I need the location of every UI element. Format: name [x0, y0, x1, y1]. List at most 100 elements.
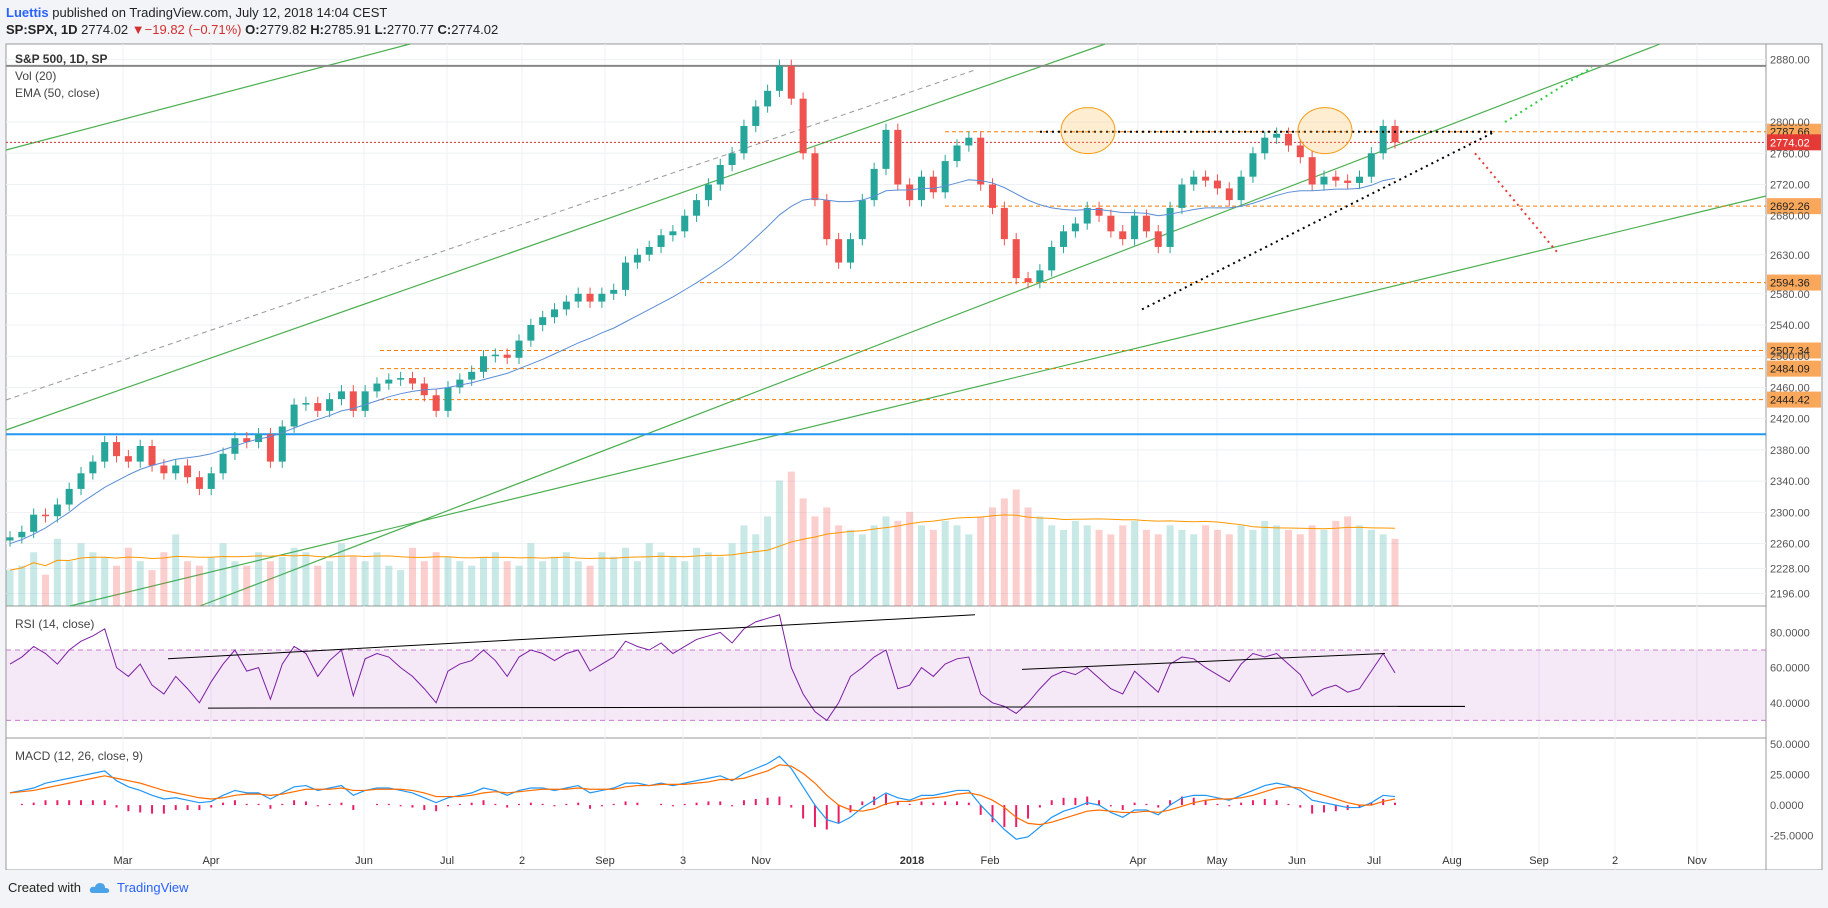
- volume-bar: [349, 556, 357, 606]
- chart-canvas[interactable]: 2787.662774.022692.262594.362507.342484.…: [0, 0, 1828, 870]
- candle-body: [598, 293, 606, 302]
- volume-bar: [1367, 529, 1375, 606]
- volume-bar: [787, 471, 795, 606]
- time-tick-label: 2018: [900, 855, 924, 867]
- macd-hist-bar: [1145, 803, 1148, 806]
- bullish-projection-arrow: [1504, 66, 1593, 123]
- candle-body: [172, 465, 180, 474]
- candle-body: [444, 387, 452, 411]
- volume-bar: [1284, 529, 1292, 606]
- macd-hist-bar: [529, 802, 532, 806]
- macd-hist-bar: [1157, 805, 1160, 808]
- macd-series: [9, 755, 1396, 840]
- macd-hist-bar: [1263, 799, 1266, 806]
- high-label: H:: [310, 22, 324, 37]
- macd-hist-bar: [991, 805, 994, 823]
- macd-tick-label: -25.0000: [1770, 831, 1813, 843]
- volume-bar: [846, 529, 854, 606]
- volume-bar: [195, 565, 203, 606]
- time-tick-label: 2: [519, 855, 525, 867]
- candle-body: [858, 200, 866, 240]
- symbol-label: SP:SPX, 1D: [6, 22, 78, 37]
- open-value: 2779.82: [259, 22, 307, 37]
- macd-hist-bar: [20, 803, 23, 806]
- volume-bar: [1024, 507, 1032, 606]
- volume-bar: [693, 547, 701, 606]
- candle-body: [633, 254, 641, 263]
- volume-bar: [172, 534, 180, 606]
- macd-hist-bar: [257, 803, 260, 806]
- macd-hist-bar: [139, 805, 142, 813]
- candle-body: [290, 404, 298, 427]
- rsi-series: [6, 614, 1766, 722]
- macd-hist-bar: [162, 805, 165, 814]
- macd-hist-bar: [494, 803, 497, 806]
- candle-body: [764, 90, 772, 107]
- macd-hist-bar: [1003, 805, 1006, 828]
- volume-bar: [231, 561, 239, 606]
- time-tick-label: Jul: [1367, 855, 1381, 867]
- volume-bar: [456, 561, 464, 606]
- price-tick-label: 2580.00: [1770, 289, 1810, 301]
- candle-body: [1225, 188, 1233, 201]
- macd-hist-bar: [1311, 805, 1314, 814]
- macd-hist-bar: [1109, 805, 1112, 807]
- macd-hist-bar: [68, 800, 71, 806]
- author-link[interactable]: Luettis: [6, 5, 49, 20]
- candle-body: [835, 239, 843, 263]
- macd-hist-bar: [944, 801, 947, 806]
- volume-bar: [941, 520, 949, 606]
- candle-body: [1379, 125, 1387, 154]
- macd-hist-bar: [340, 802, 343, 806]
- volume-bar: [160, 552, 168, 606]
- candle-body: [195, 477, 203, 489]
- rsi-pane[interactable]: [5, 605, 1767, 739]
- macd-hist-bar: [411, 805, 414, 808]
- macd-hist-bar: [245, 803, 248, 806]
- candle-body: [65, 488, 73, 505]
- volume-bar: [645, 543, 653, 606]
- candle-body: [906, 184, 914, 201]
- macd-legend: MACD (12, 26, close, 9): [15, 749, 143, 763]
- rsi-trendline: [207, 705, 1466, 709]
- macd-hist-bar: [790, 805, 793, 808]
- candle-body: [586, 293, 594, 302]
- price-axis[interactable]: [1765, 43, 1823, 870]
- candle-body: [657, 235, 665, 247]
- macd-hist-bar: [1169, 800, 1172, 806]
- macd-hist-bar: [1299, 805, 1302, 808]
- macd-hist-bar: [482, 800, 485, 806]
- price-level-badge: [1767, 198, 1821, 215]
- volume-bar: [858, 534, 866, 606]
- candle-body: [1131, 215, 1139, 240]
- candle-body: [136, 445, 144, 462]
- candle-body: [6, 537, 14, 541]
- volume-bar: [704, 552, 712, 606]
- candle-body: [219, 453, 227, 474]
- channel-line: [5, 43, 1106, 431]
- macd-hist-bar: [1038, 805, 1041, 808]
- macd-hist-bar: [233, 800, 236, 806]
- volume-bar: [1379, 534, 1387, 606]
- price-level-label: 2594.36: [1770, 278, 1810, 290]
- candle-body: [941, 161, 949, 193]
- candle-body: [693, 200, 701, 216]
- time-tick-label: Apr: [1129, 855, 1146, 867]
- macd-hist-bar: [813, 805, 816, 828]
- volume-bar: [1225, 534, 1233, 606]
- volume-bar: [326, 561, 334, 606]
- candle-body: [184, 465, 192, 478]
- volume-bar: [1036, 516, 1044, 606]
- macd-hist-bar: [1394, 802, 1396, 806]
- candle-body: [823, 200, 831, 240]
- volume-bar: [397, 570, 405, 606]
- tradingview-link[interactable]: TradingView: [116, 880, 189, 895]
- channel-line: [199, 43, 1661, 607]
- change-value: −19.82 (−0.71%): [144, 22, 242, 37]
- macd-hist-bar: [1027, 805, 1030, 819]
- macd-hist-bar: [80, 800, 83, 806]
- candle-body: [491, 354, 499, 357]
- volume-bar: [420, 561, 428, 606]
- macd-hist-bar: [1275, 800, 1278, 806]
- macd-signal-line: [9, 764, 1396, 826]
